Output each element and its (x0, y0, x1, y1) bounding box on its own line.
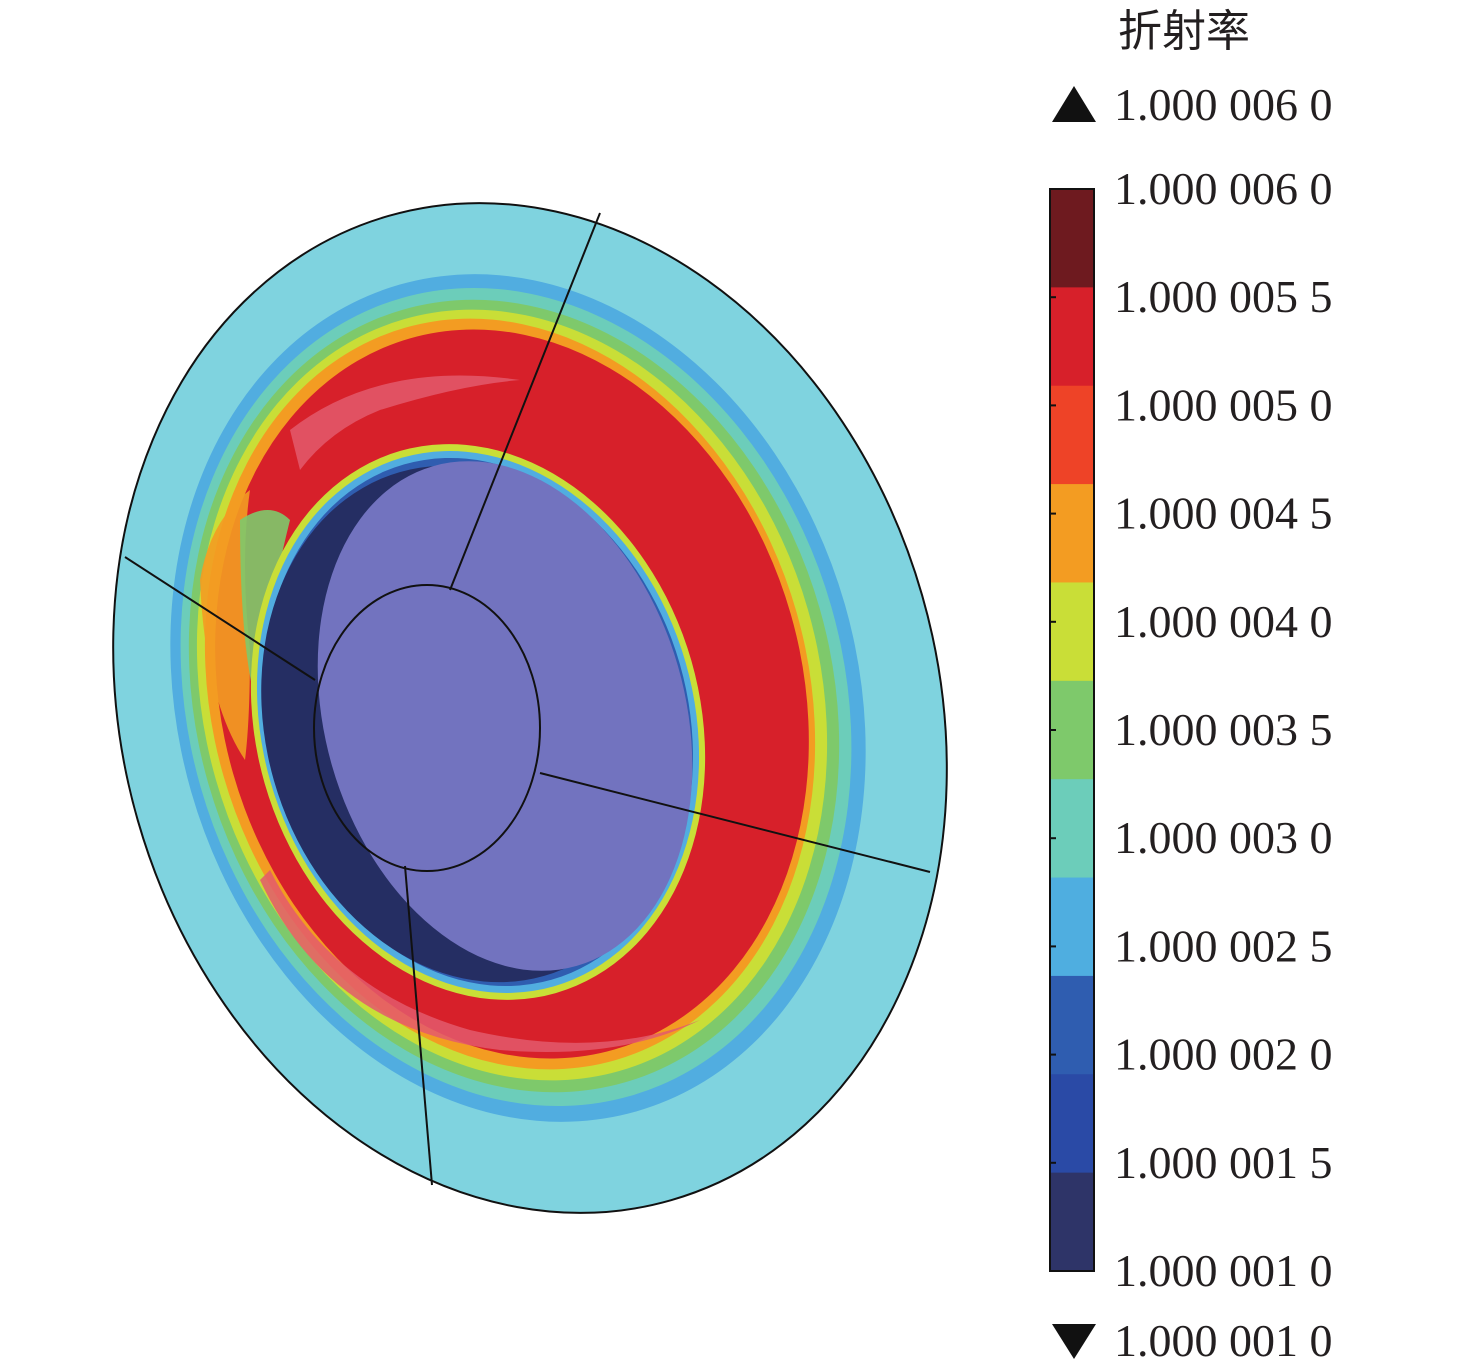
colorbar-segment (1050, 484, 1094, 583)
contour-plot (0, 103, 1000, 1313)
sector-line-bottom (404, 865, 433, 1186)
colorbar (1049, 188, 1095, 1272)
sector-line-right (539, 772, 931, 873)
legend-title: 折射率 (1118, 6, 1250, 57)
colorbar-tick-label: 1.000 002 0 (1114, 1029, 1333, 1080)
colorbar-tick-label: 1.000 001 5 (1114, 1137, 1333, 1188)
sector-line-top (449, 212, 601, 591)
colorbar-segment (1050, 582, 1094, 682)
colorbar-segment (1050, 189, 1094, 288)
colorbar-tick-label: 1.000 003 0 (1114, 812, 1333, 863)
colorbar-legend: 折射率 1.000 006 0 1.000 006 01.000 005 51.… (1049, 6, 1333, 1366)
under-range-label: 1.000 001 0 (1114, 1315, 1333, 1366)
sector-line-left (124, 556, 316, 681)
colorbar-tick-labels: 1.000 006 0 1.000 005 5 1.000 005 0 1.000 0… (1114, 163, 1333, 1296)
colorbar-segment (1050, 1074, 1094, 1174)
colorbar-tick-label: 1.000 002 5 (1114, 920, 1333, 971)
under-range-triangle-icon (1052, 1324, 1096, 1359)
colorbar-tick-label: 1.000 004 5 (1114, 488, 1333, 539)
orange-left-patch (200, 490, 250, 760)
colorbar-segment (1050, 877, 1094, 977)
colorbar-segment (1050, 287, 1094, 387)
colorbar-tick-label: 1.000 005 0 (1114, 379, 1333, 430)
colorbar-tick-label: 1.000 006 0 (1114, 163, 1333, 214)
disc-outline (112, 202, 948, 1214)
core-purple-region (317, 461, 693, 971)
colorbar-segment (1050, 680, 1094, 780)
colorbar-segment (1050, 385, 1094, 485)
colorbar-tick-label: 1.000 005 5 (1114, 271, 1333, 322)
colorbar-tick-label: 1.000 003 5 (1114, 704, 1333, 755)
colorbar-segment (1050, 1172, 1094, 1272)
over-range-triangle-icon (1052, 86, 1096, 122)
over-range-label: 1.000 006 0 (1114, 79, 1333, 130)
colorbar-segment (1050, 975, 1094, 1075)
pink-highlight-top (290, 375, 520, 470)
contour-fill (0, 103, 1000, 1313)
inner-boundary-ellipse (313, 584, 541, 872)
colorbar-segment (1050, 779, 1094, 879)
colorbar-tick-label: 1.000 004 0 (1114, 596, 1333, 647)
pink-highlight-bottom (260, 870, 700, 1052)
colorbar-tick-label: 1.000 001 0 (1114, 1245, 1333, 1296)
